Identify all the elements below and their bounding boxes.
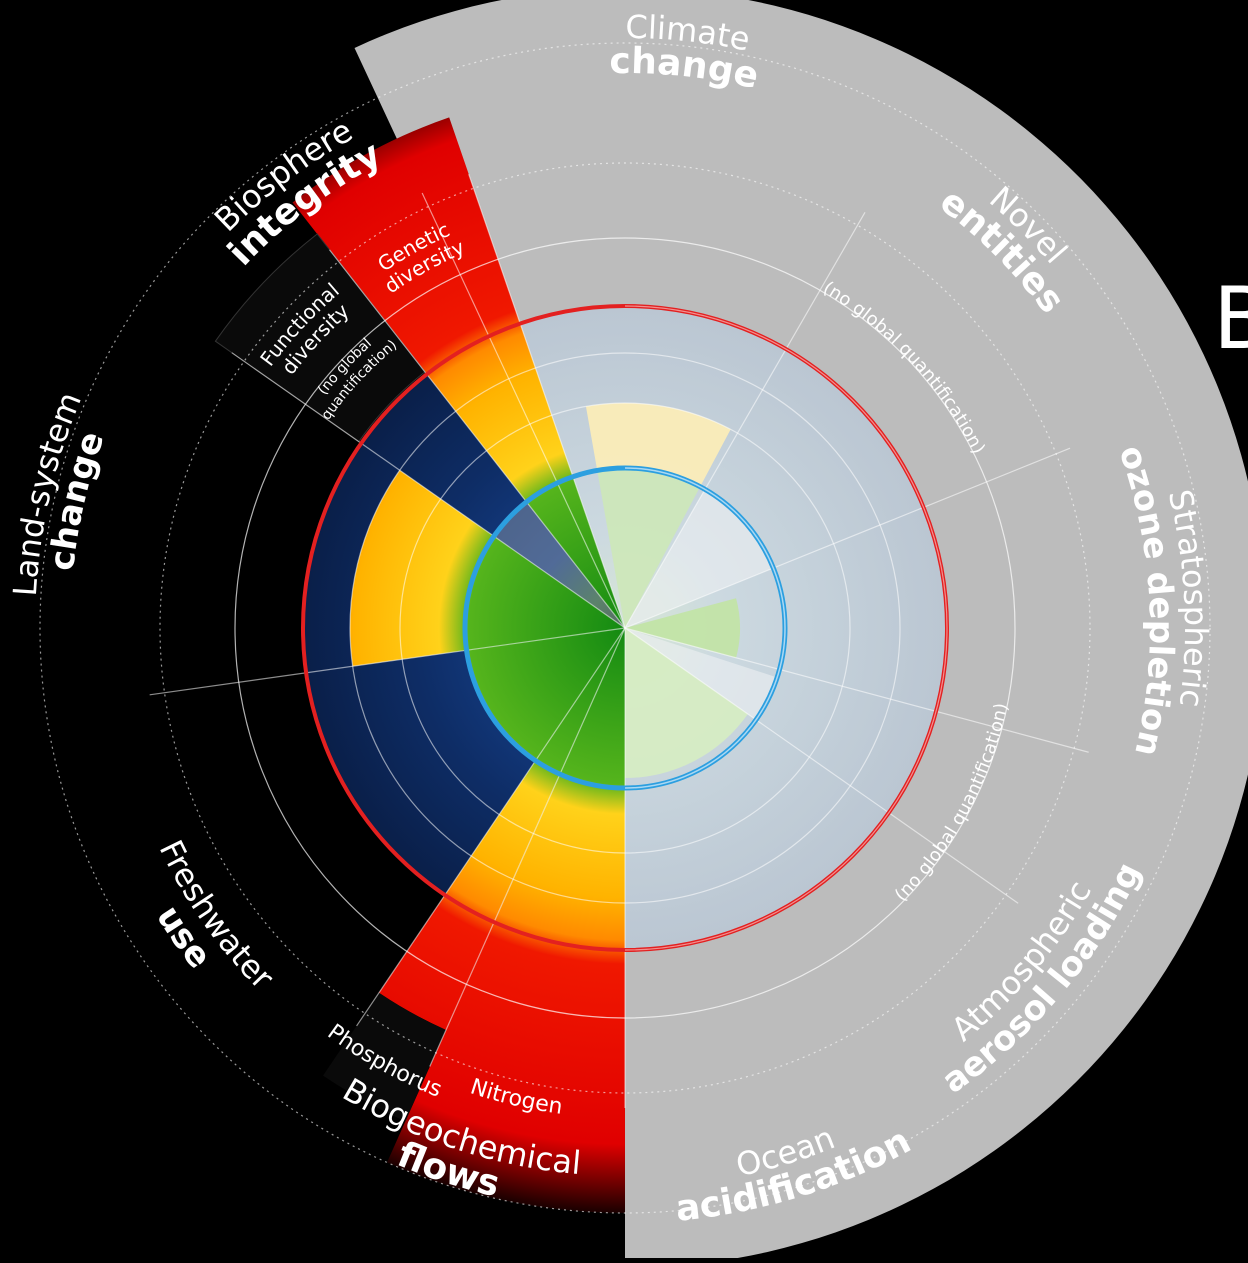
sector-spoke	[429, 627, 626, 1067]
boundary-ring-highlight	[625, 305, 948, 951]
safe-space-ring-highlight	[625, 467, 786, 789]
sector-spoke	[149, 627, 626, 696]
functional-diversity-wedge	[493, 501, 625, 628]
sector-spoke	[329, 249, 626, 629]
sector-spoke	[624, 447, 1071, 629]
novel-entities-wedge	[625, 489, 774, 628]
sector-spoke	[468, 173, 626, 629]
dotted-ring	[159, 162, 1091, 1094]
sector-spoke	[356, 627, 626, 1027]
genetic-diversity-wedge	[292, 117, 625, 628]
phosphorus-box	[323, 992, 447, 1122]
ocean-wedge	[625, 628, 748, 778]
climate-inner-wedge	[597, 468, 701, 628]
sector-spoke	[421, 192, 626, 629]
aerosol-wedge	[625, 628, 778, 720]
freshwater-wedge	[466, 628, 625, 761]
edge-letter: B	[1213, 269, 1248, 369]
dotted-ring	[39, 42, 1211, 1214]
sector-spoke	[624, 212, 866, 629]
phosphorus-wedge	[378, 628, 625, 1030]
land-system-wedge	[350, 470, 625, 667]
sector-spoke	[231, 352, 626, 629]
sector-spoke	[624, 627, 1019, 904]
ozone-wedge	[625, 598, 740, 658]
sector-spoke	[624, 627, 1089, 753]
